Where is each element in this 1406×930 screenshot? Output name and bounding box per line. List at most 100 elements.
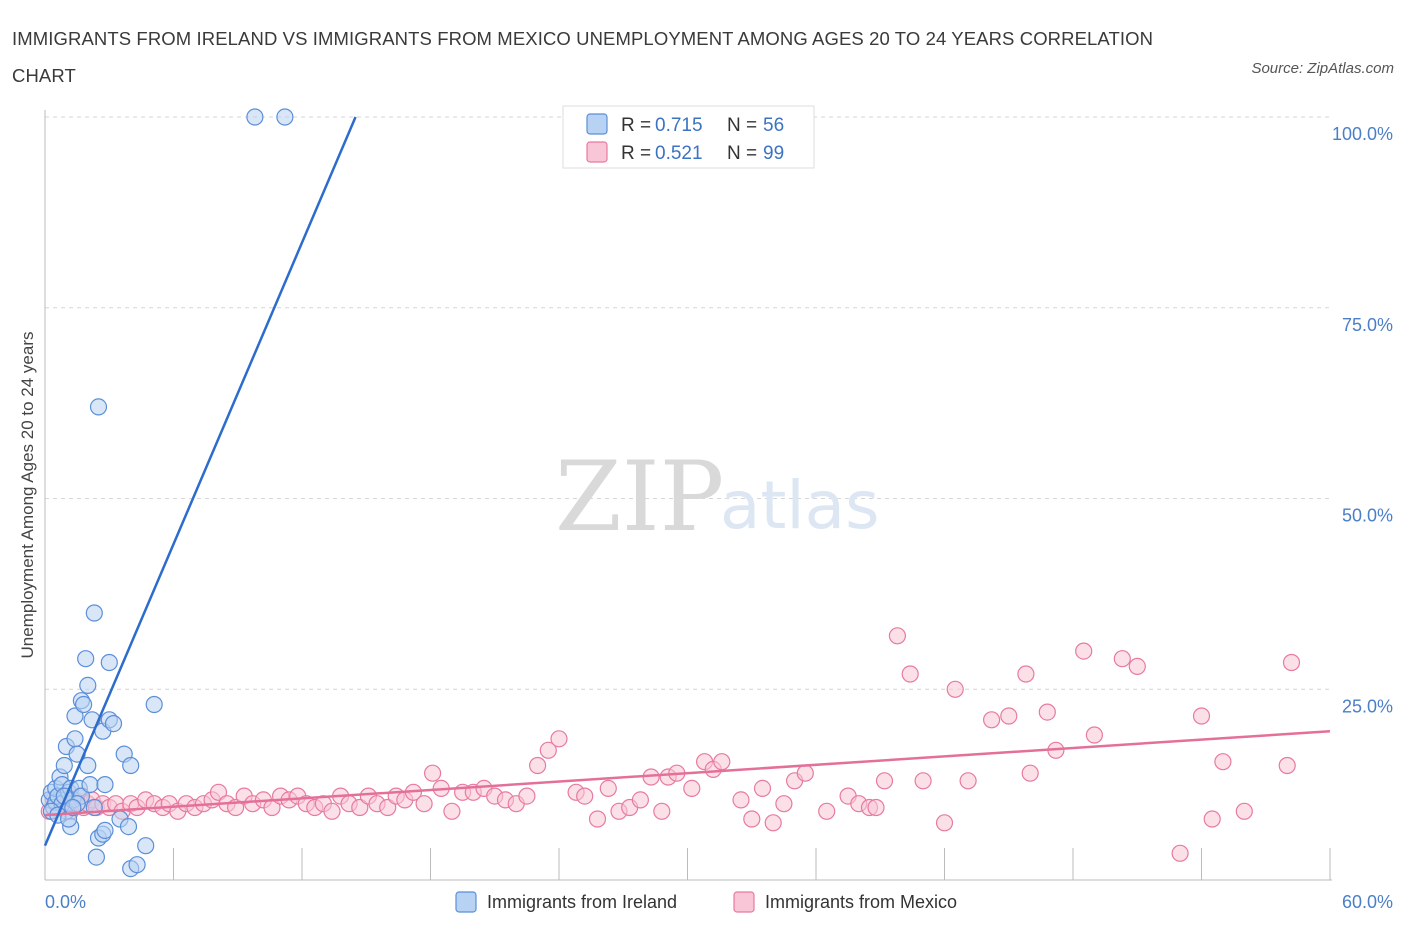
mexico-point-112	[1235, 802, 1253, 820]
mexico-point-92	[888, 627, 907, 645]
ireland-point-55	[64, 798, 82, 817]
mexico-point-67	[599, 779, 617, 798]
mexico-point-86	[818, 802, 836, 820]
mexico-point-62	[539, 741, 557, 759]
ireland-point-30	[87, 848, 106, 866]
mexico-point-70	[631, 791, 650, 809]
ireland-point-37	[100, 653, 118, 672]
y-tick-label-1: 75.0%	[1342, 315, 1393, 335]
bottom-legend-swatch-ireland	[455, 891, 477, 913]
legend-bottom: Immigrants from Ireland Immigrants from …	[455, 891, 957, 913]
ireland-point-44	[122, 756, 140, 775]
ireland-point-49	[276, 108, 294, 126]
y-tick-label-0: 100.0%	[1332, 124, 1393, 144]
source-label: Source: ZipAtlas.com	[1251, 60, 1394, 77]
watermark-zip: ZIP	[555, 441, 724, 553]
mexico-point-51	[424, 764, 442, 782]
mexico-point-27	[209, 783, 228, 801]
ireland-point-39	[104, 714, 123, 733]
mexico-point-100	[1017, 665, 1035, 683]
mexico-point-72	[653, 802, 671, 820]
x-tick-max: 60.0%	[1342, 892, 1393, 912]
series-ireland-points	[40, 108, 294, 878]
mexico-point-98	[982, 711, 1001, 729]
x-tick-min: 0.0%	[45, 892, 86, 912]
legend-mexico-r-label: R =	[621, 143, 651, 164]
bottom-legend-mexico: Immigrants from Mexico	[765, 892, 957, 912]
bottom-legend-ireland: Immigrants from Ireland	[487, 892, 677, 912]
gridlines	[45, 116, 1330, 690]
legend-top: R = 0.715 N = 56 R = 0.521 N = 99	[562, 105, 815, 169]
mexico-point-101	[1021, 764, 1039, 782]
ireland-point-35	[96, 821, 114, 840]
ireland-trend-line	[43, 116, 357, 847]
ireland-point-32	[89, 398, 108, 416]
ireland-point-45	[128, 856, 146, 874]
mexico-point-110	[1203, 810, 1221, 828]
ireland-point-9	[55, 756, 73, 775]
mexico-point-81	[753, 779, 772, 798]
mexico-point-66	[588, 810, 607, 828]
mexico-point-94	[914, 772, 932, 790]
mexico-point-53	[443, 802, 461, 820]
mexico-point-113	[1278, 756, 1296, 775]
legend-ireland-n-label: N =	[727, 115, 757, 136]
watermark-atlas: atlas	[720, 467, 880, 544]
mexico-point-111	[1214, 753, 1232, 771]
mexico-point-85	[796, 764, 814, 782]
mexico-point-75	[683, 779, 701, 798]
mexico-point-79	[732, 791, 750, 809]
ireland-point-28	[85, 604, 103, 622]
mexico-point-99	[1000, 707, 1018, 725]
mexico-point-63	[550, 730, 568, 748]
mexico-point-46	[379, 798, 397, 817]
legend-mexico-n-value: 99	[763, 143, 784, 164]
mexico-point-90	[867, 798, 885, 817]
bottom-legend-swatch-mexico	[733, 891, 755, 913]
ireland-point-46	[137, 837, 155, 855]
y-tick-label-3: 25.0%	[1342, 696, 1393, 716]
mexico-point-83	[775, 795, 793, 813]
mexico-point-50	[415, 795, 433, 813]
axes	[44, 110, 1332, 881]
mexico-point-96	[946, 680, 964, 698]
chart-title: IMMIGRANTS FROM IRELAND VS IMMIGRANTS FR…	[12, 28, 1154, 86]
legend-swatch-mexico	[586, 141, 608, 163]
mexico-point-107	[1128, 657, 1146, 676]
ireland-point-17	[66, 707, 84, 725]
ireland-point-48	[246, 108, 264, 126]
legend-swatch-ireland	[586, 113, 608, 135]
ireland-point-22	[74, 695, 93, 714]
mexico-point-95	[935, 814, 954, 832]
mexico-trend-line	[44, 729, 1331, 817]
ireland-point-24	[79, 676, 97, 695]
mexico-point-43	[351, 798, 369, 817]
legend-ireland-r-label: R =	[621, 115, 651, 136]
y-axis-title: Unemployment Among Ages 20 to 24 years	[18, 332, 37, 659]
legend-ireland-n-value: 56	[763, 115, 784, 136]
mexico-point-114	[1282, 653, 1301, 672]
mexico-point-106	[1113, 650, 1131, 668]
mexico-point-102	[1038, 703, 1056, 721]
trend-lines	[43, 116, 1331, 847]
ireland-point-36	[96, 775, 114, 794]
mexico-point-93	[901, 665, 919, 683]
mexico-point-60	[518, 787, 536, 805]
legend-mexico-n-label: N =	[727, 143, 757, 164]
mexico-point-97	[959, 772, 977, 790]
mexico-point-82	[764, 814, 782, 832]
mexico-point-91	[875, 772, 894, 790]
y-tick-labels: 100.0% 75.0% 50.0% 25.0%	[1332, 124, 1393, 716]
mexico-point-65	[576, 787, 594, 805]
ireland-point-26	[81, 775, 99, 794]
mexico-point-104	[1075, 642, 1093, 660]
ireland-point-47	[145, 695, 163, 714]
legend-ireland-r-value: 0.715	[655, 115, 703, 136]
mexico-point-61	[528, 756, 547, 775]
ireland-point-16	[66, 730, 84, 748]
mexico-point-78	[713, 753, 731, 771]
ireland-point-23	[77, 650, 95, 668]
ireland-point-42	[119, 817, 138, 836]
mexico-point-108	[1171, 844, 1189, 862]
